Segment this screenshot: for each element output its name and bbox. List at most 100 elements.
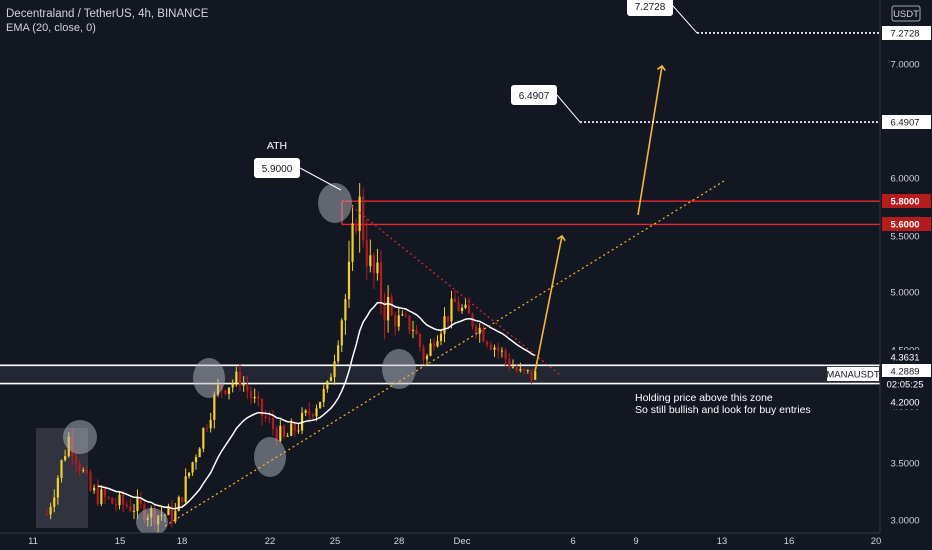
y-tick-label: 5.0000 [890,288,919,299]
ema-line [97,301,536,510]
candle-body [474,326,478,334]
candle-body [530,369,533,380]
candle-body [213,394,216,420]
candle-body [450,298,453,322]
candle-body [347,261,351,300]
candle-body [401,314,404,316]
candle-body [467,304,471,314]
candle-body [404,314,407,316]
candle-body [333,361,336,378]
candle-body [372,255,375,274]
candle-body [500,350,503,352]
candle-body [242,384,245,386]
symbol-tag-label: MANAUSDT [826,370,880,381]
candle-body [96,487,99,504]
candle-body [82,470,85,472]
candle-body [379,262,383,302]
candle-body [297,430,300,432]
candle-body [383,301,386,321]
currency-label: USDT [893,9,919,20]
y-tag-label: 4.2889 [890,367,919,378]
candle-body [362,196,365,241]
y-tag-label: 4.2000 [890,398,919,409]
callout-7-2728-text: 7.2728 [635,2,666,13]
y-tick-label: 3.5000 [890,459,919,470]
candle-body [422,346,425,360]
candle-body [78,463,81,472]
time-axis-bg [0,533,932,550]
support-zone [0,365,880,384]
candle-body [111,497,114,504]
candle-body [188,472,191,477]
candle-body [526,369,529,371]
callout-6-4907-box [511,85,557,105]
candle-body [453,298,457,303]
candle-body [443,316,446,334]
candle-body [282,425,286,437]
candle-body [311,414,314,417]
callout-7-2728-leader [672,5,698,34]
candle-body [436,341,439,347]
candle-body [174,511,177,522]
candle-body [397,315,400,327]
callout-6-4907-leader [556,94,581,123]
candle-body [209,419,212,429]
candle-body [170,506,173,522]
y-tag-label: 6.4907 [890,118,919,129]
candle-body [355,223,358,232]
candle-body [53,497,56,507]
falling-trendline [343,199,561,376]
y-tick-label: 6.0000 [890,174,919,185]
candle-body [122,494,125,505]
x-tick-label: 20 [871,536,882,547]
callout-6-4907: 6.4907 [511,85,581,123]
candle-body [275,428,278,442]
callout-ath-text: 5.9000 [262,164,293,175]
y-tag-box [882,217,931,231]
x-tick-label: 15 [115,536,126,547]
candle-body [181,497,184,502]
candle-body [340,320,343,346]
candle-body [351,223,354,262]
candle-body [129,506,132,512]
currency-box [891,5,921,22]
y-tag-label: 5.6000 [890,220,919,231]
candle-body [493,347,496,350]
y-tag-box [882,395,931,409]
candle-body [515,367,518,371]
x-tick-label: 9 [633,536,638,547]
candle-body [478,328,481,334]
y-tick-label: 7.0000 [890,60,919,71]
ema-indicator-label: EMA (20, close, 0) [6,22,96,34]
candle-body [139,498,142,504]
highlight-circle [318,183,352,223]
price-axis-bg [880,0,932,550]
candle-body [184,476,187,502]
candle-body [60,460,63,478]
candle-body [425,355,429,360]
candle-body [264,416,267,419]
candle-body [114,503,117,506]
candle-body [534,371,537,380]
y-tick-label: 3.0000 [890,516,919,527]
candle-body [308,410,311,415]
candle-body [132,511,136,513]
candle-body [429,343,432,356]
candle-body [344,299,347,321]
candle-body [85,470,88,473]
candle-body [74,456,78,464]
y-tag-label: 5.8000 [890,197,919,208]
candle-body [249,391,253,399]
candle-body [279,425,282,442]
candle-body [315,408,318,417]
candle-body [319,401,322,409]
projection-arrow-1 [534,234,566,373]
candle-body [286,435,289,437]
candle-body [464,304,467,308]
ath-label: ATH [267,140,287,152]
candle-body [482,328,485,342]
candle-body [293,423,296,432]
y-tick-label: 5.5000 [890,232,919,243]
candle-body [418,334,422,347]
